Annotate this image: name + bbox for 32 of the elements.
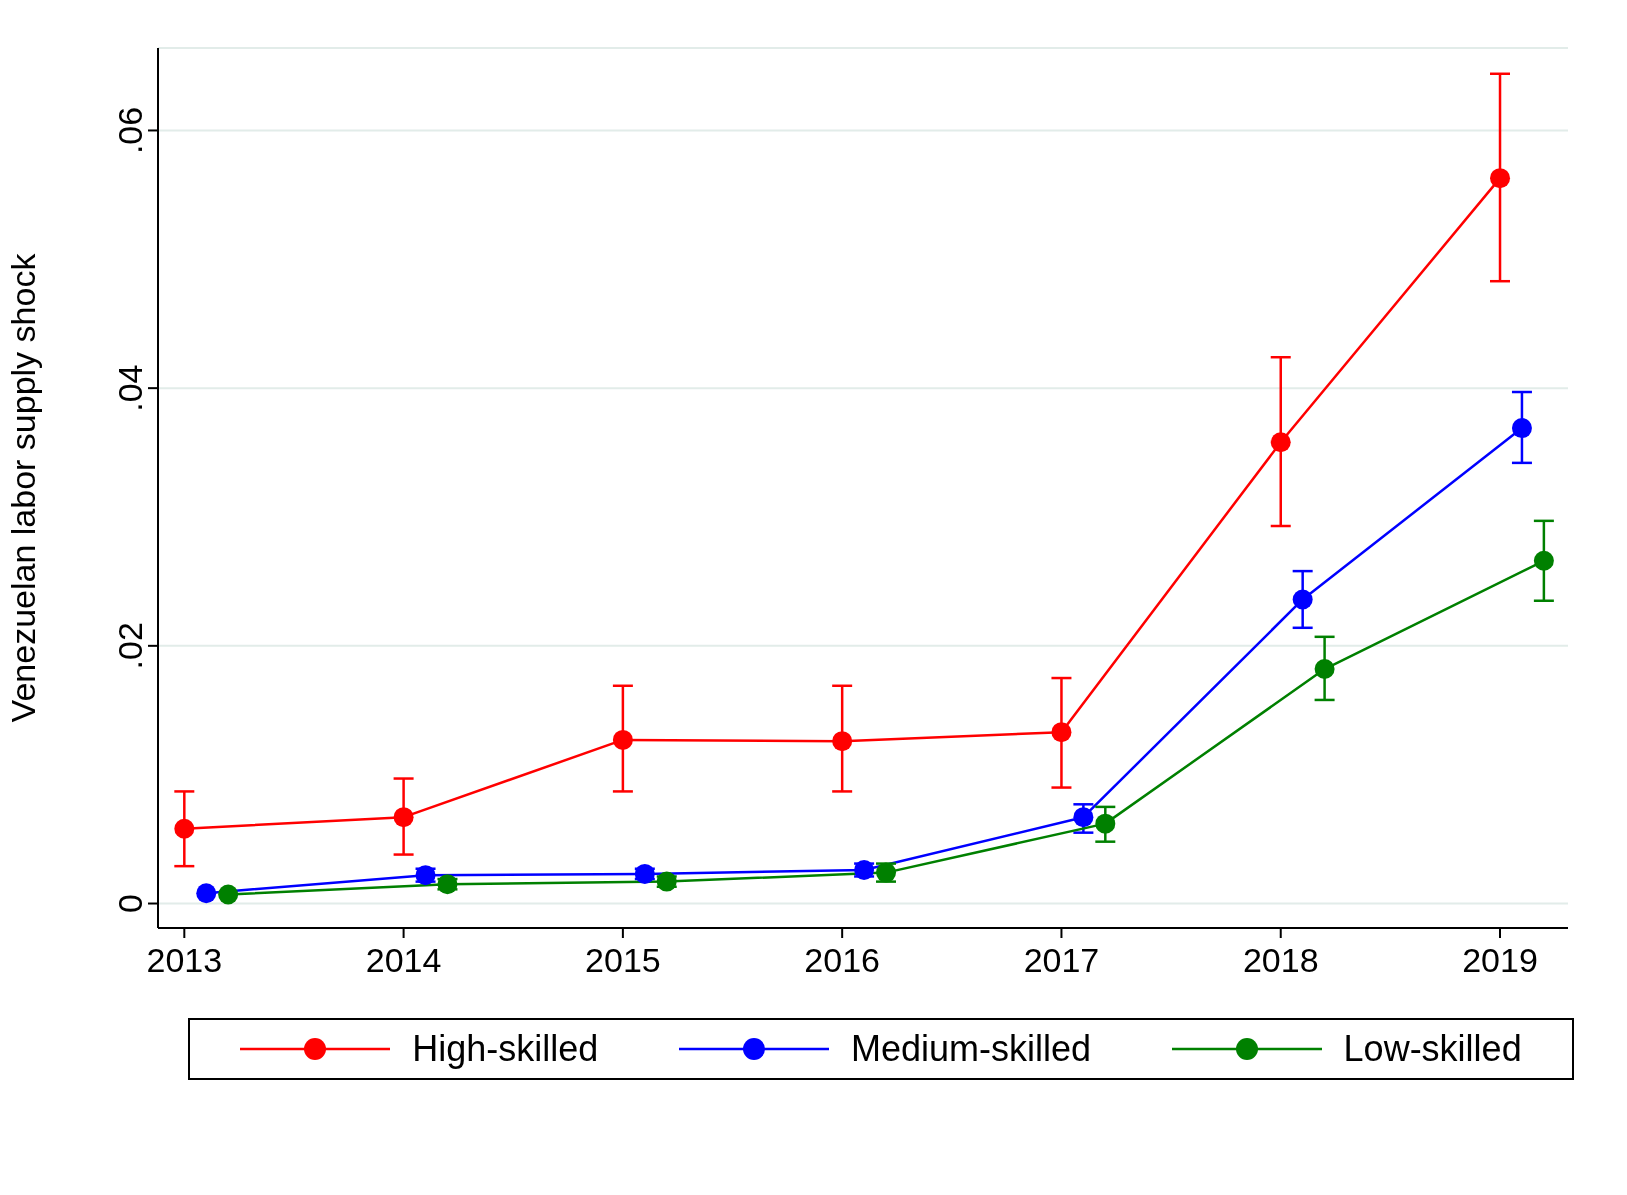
x-tick-label: 2019 [1462, 941, 1538, 979]
point [1314, 659, 1335, 680]
point [1292, 589, 1313, 610]
legend-label: High-skilled [412, 1028, 599, 1070]
point [196, 883, 217, 904]
point [1073, 807, 1094, 828]
point [612, 729, 633, 750]
point [1533, 550, 1554, 571]
x-tick-label: 2015 [585, 941, 661, 979]
x-tick-label: 2013 [146, 941, 223, 979]
y-tick-label: .06 [111, 106, 149, 155]
legend-label: Medium-skilled [850, 1028, 1092, 1070]
x-tick-label: 2018 [1242, 941, 1319, 979]
legend-label: Low-skilled [1343, 1028, 1522, 1070]
point [1511, 418, 1532, 439]
point [1270, 432, 1291, 453]
point [1490, 168, 1511, 189]
y-tick-label: .04 [111, 364, 149, 412]
x-tick-label: 2016 [804, 941, 880, 979]
y-tick-label: 0 [111, 894, 149, 913]
x-tick-label: 2017 [1023, 941, 1100, 979]
point [656, 871, 677, 892]
point [218, 884, 239, 905]
point [393, 807, 414, 828]
y-axis-title: Venezuelan labor supply shock [4, 252, 43, 723]
point [832, 731, 853, 752]
point [1095, 813, 1116, 834]
point [1051, 722, 1072, 743]
point [634, 863, 655, 884]
y-tick-label: .02 [111, 622, 149, 670]
point [174, 818, 195, 839]
x-tick-label: 2014 [365, 941, 442, 979]
